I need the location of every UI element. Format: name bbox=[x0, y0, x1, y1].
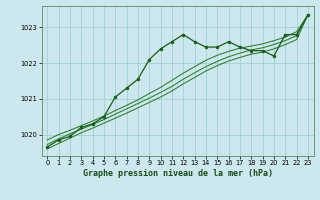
X-axis label: Graphe pression niveau de la mer (hPa): Graphe pression niveau de la mer (hPa) bbox=[83, 169, 273, 178]
